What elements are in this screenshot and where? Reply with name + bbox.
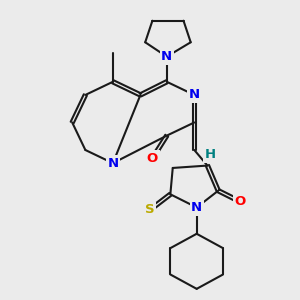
Text: S: S xyxy=(145,203,155,216)
Text: N: N xyxy=(189,88,200,101)
Text: N: N xyxy=(191,201,202,214)
Text: O: O xyxy=(234,195,245,208)
Text: H: H xyxy=(204,148,215,161)
Text: O: O xyxy=(147,152,158,165)
Text: N: N xyxy=(161,50,172,63)
Text: N: N xyxy=(107,157,118,170)
